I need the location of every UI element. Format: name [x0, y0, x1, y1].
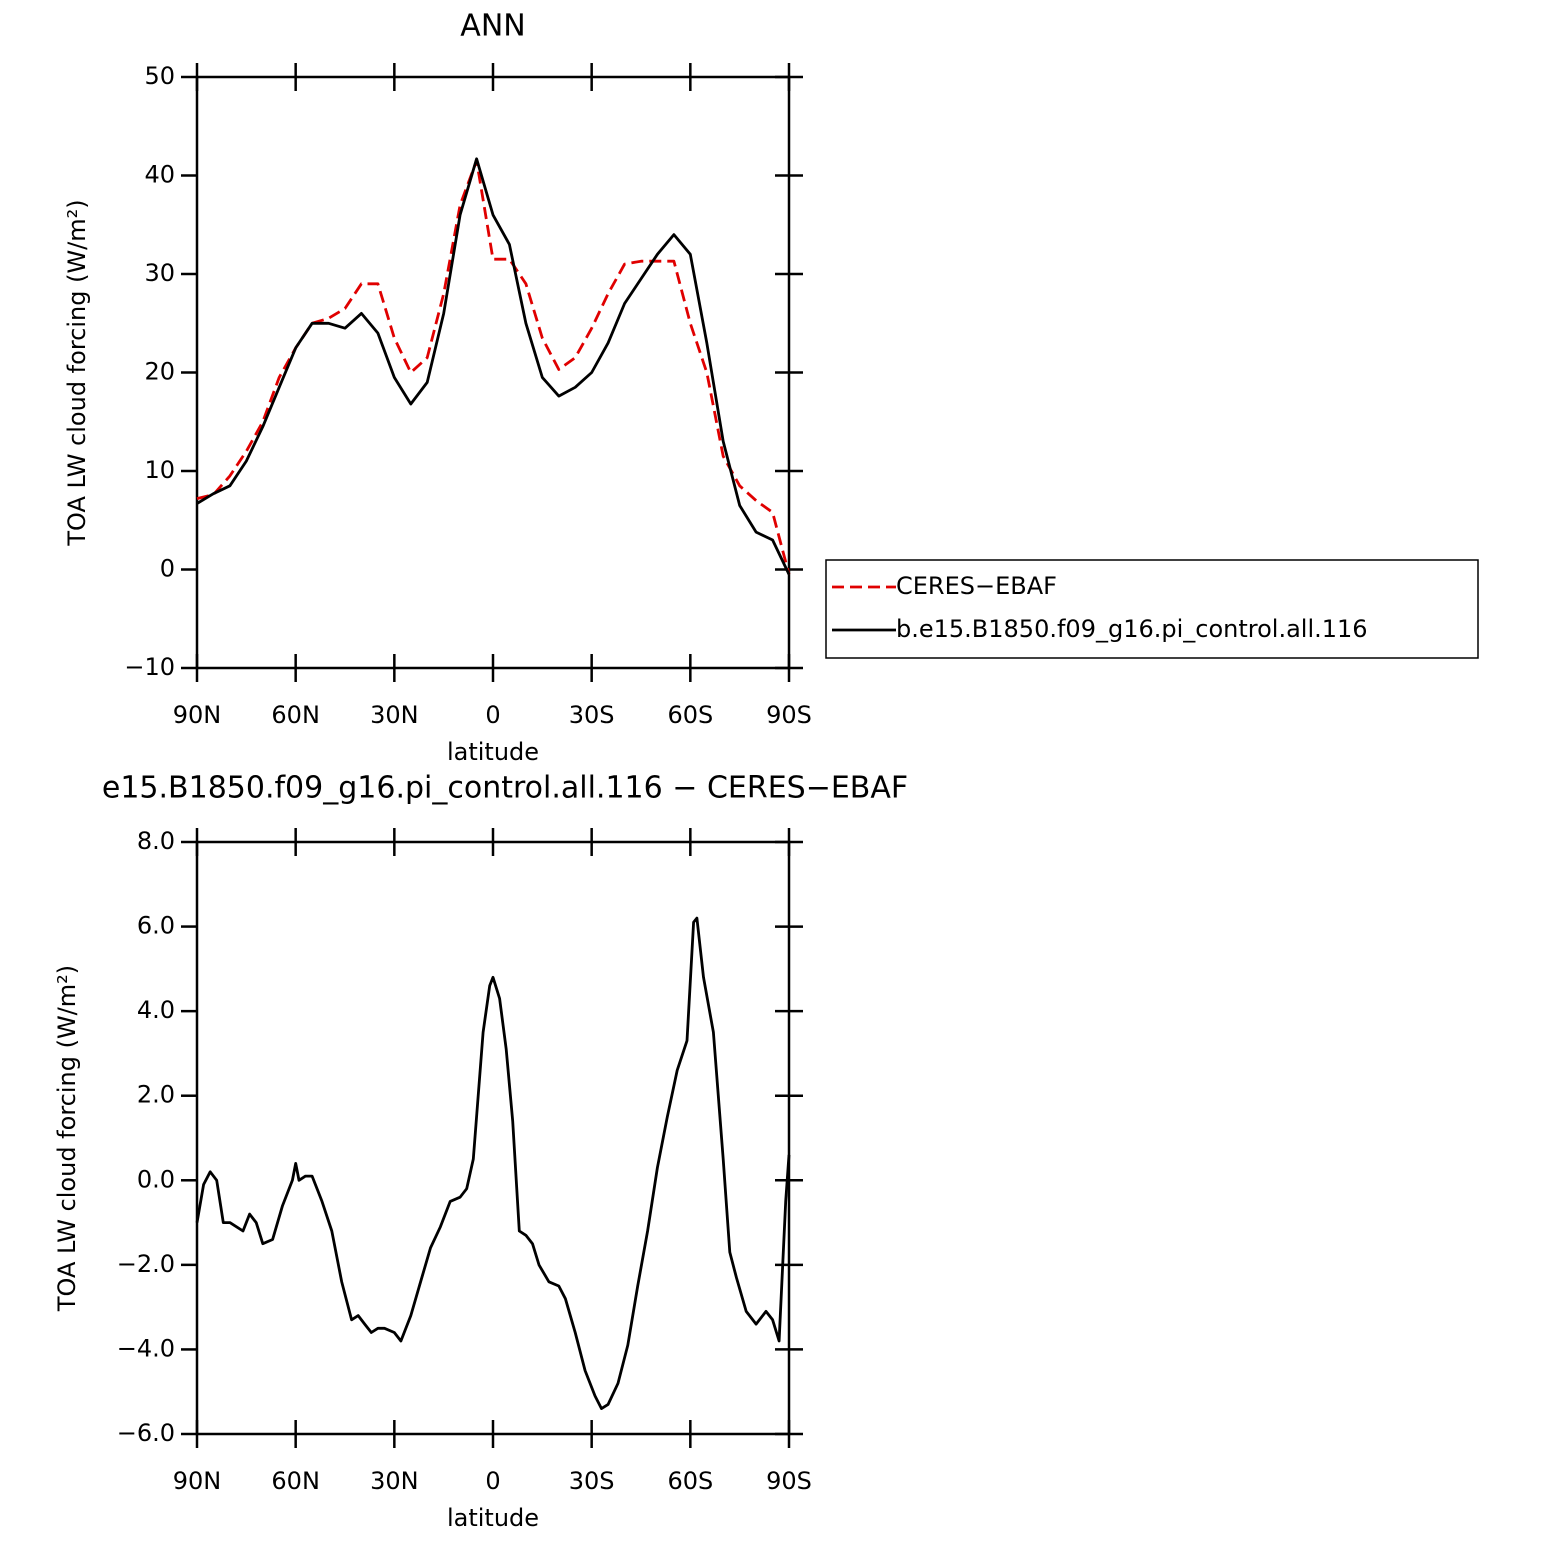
plot-frame: [195, 840, 791, 1436]
y-tick-label: 50: [144, 62, 175, 90]
y-tick-label: 0.0: [137, 1165, 175, 1193]
y-tick-label: 6.0: [137, 912, 175, 940]
y-tick-label: 2.0: [137, 1081, 175, 1109]
y-tick-label: 10: [144, 456, 175, 484]
x-tick-label: 90S: [766, 1467, 812, 1495]
y-tick-label: 40: [144, 161, 175, 189]
x-tick-label: 60N: [271, 701, 320, 729]
x-tick-label: 0: [485, 1467, 500, 1495]
y-tick-label: 8.0: [137, 827, 175, 855]
x-tick-label: 90S: [766, 701, 812, 729]
legend-label: CERES−EBAF: [896, 572, 1057, 600]
y-axis-label: TOA LW cloud forcing (W/m²): [63, 199, 91, 546]
y-tick-label: −10: [124, 653, 175, 681]
x-tick-label: 90N: [173, 701, 222, 729]
x-tick-label: 60S: [667, 701, 713, 729]
y-axis-label: TOA LW cloud forcing (W/m²): [53, 965, 81, 1312]
series-line: [195, 916, 791, 1410]
legend-label: b.e15.B1850.f09_g16.pi_control.all.116: [896, 615, 1368, 643]
x-tick-label: 60N: [271, 1467, 320, 1495]
x-tick-label: 30S: [569, 701, 615, 729]
chart-title: ANN: [460, 9, 525, 44]
x-axis-label: latitude: [447, 1504, 539, 1532]
x-tick-label: 30N: [370, 701, 419, 729]
y-tick-label: −6.0: [117, 1419, 175, 1447]
x-tick-label: 30N: [370, 1467, 419, 1495]
y-tick-label: 4.0: [137, 996, 175, 1024]
series-line: [196, 159, 791, 575]
chart-title: e15.B1850.f09_g16.pi_control.all.116 − C…: [102, 771, 908, 806]
x-axis-label: latitude: [447, 738, 539, 766]
series-line: [196, 157, 791, 576]
x-tick-label: 90N: [173, 1467, 222, 1495]
x-tick-label: 0: [485, 701, 500, 729]
y-tick-label: −4.0: [117, 1334, 175, 1362]
x-tick-label: 60S: [667, 1467, 713, 1495]
legend-box: [825, 559, 1479, 659]
y-tick-label: 0: [160, 555, 175, 583]
x-tick-label: 30S: [569, 1467, 615, 1495]
y-tick-label: 20: [144, 358, 175, 386]
y-tick-label: −2.0: [117, 1250, 175, 1278]
y-tick-label: 30: [144, 259, 175, 287]
